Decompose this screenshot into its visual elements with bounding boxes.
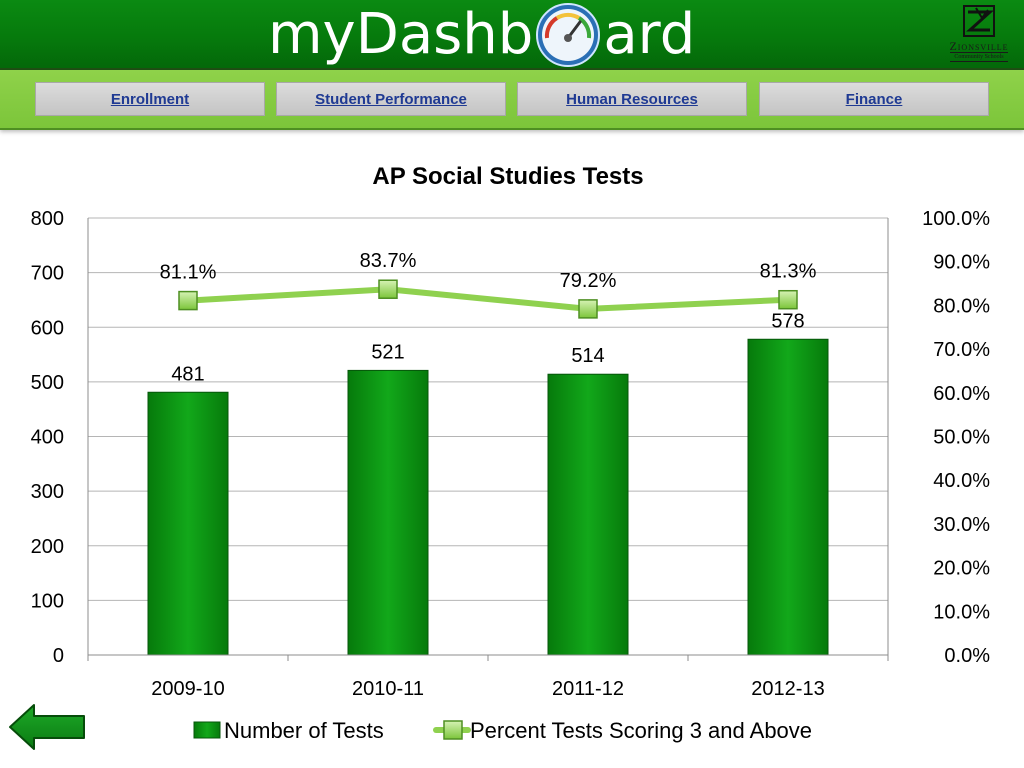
nav-enrollment[interactable]: Enrollment	[35, 82, 265, 116]
y-tick-label: 100	[31, 590, 64, 612]
legend-marker-swatch	[443, 720, 463, 740]
dashboard-logo: myDashb ard	[268, 0, 695, 70]
nav-finance[interactable]: Finance	[759, 82, 989, 116]
line-data-label: 81.1%	[160, 262, 217, 284]
line-data-label: 83.7%	[360, 250, 417, 272]
bar-data-label: 481	[171, 363, 204, 385]
legend-bar-swatch	[193, 721, 221, 739]
nav-label[interactable]: Student Performance	[315, 90, 467, 108]
back-arrow-icon[interactable]	[8, 703, 86, 751]
y2-tick-label: 50.0%	[933, 427, 990, 449]
nav-label[interactable]: Finance	[845, 90, 903, 108]
x-tick-label: 2011-12	[552, 678, 624, 700]
legend-label: Number of Tests	[224, 718, 384, 743]
line-data-label: 79.2%	[560, 270, 617, 292]
y-tick-label: 800	[31, 208, 64, 230]
bar-data-label: 578	[771, 310, 804, 332]
y-tick-label: 500	[31, 372, 64, 394]
brand-subtitle: Community Schools	[950, 52, 1008, 62]
y2-tick-label: 10.0%	[933, 601, 990, 623]
chart-title: AP Social Studies Tests	[372, 163, 643, 190]
bar	[147, 391, 229, 656]
line-series-path	[187, 286, 789, 312]
bar	[747, 338, 829, 656]
brand-name: Zionsville	[949, 39, 1009, 53]
y2-tick-label: 60.0%	[933, 383, 990, 405]
nav-label[interactable]: Human Resources	[566, 90, 698, 108]
y2-tick-label: 40.0%	[933, 470, 990, 492]
y2-tick-label: 30.0%	[933, 514, 990, 536]
bar-data-label: 521	[371, 341, 404, 363]
logo-text-suffix: ard	[603, 2, 696, 67]
line-data-label: 81.3%	[760, 261, 817, 283]
main-nav: Enrollment Student Performance Human Res…	[0, 70, 1024, 130]
x-tick-label: 2012-13	[751, 678, 824, 700]
x-tick-label: 2010-11	[352, 678, 424, 700]
legend-label: Percent Tests Scoring 3 and Above	[470, 718, 812, 743]
line-point-marker	[778, 289, 798, 310]
nav-label[interactable]: Enrollment	[110, 90, 190, 108]
y-tick-label: 600	[31, 317, 64, 339]
line-point-marker	[578, 299, 598, 319]
ap-social-studies-chart: AP Social Studies Tests 0 100 200 300 400 500…	[31, 163, 991, 743]
x-tick-label: 2009-10	[151, 678, 224, 700]
line-point-marker	[178, 290, 198, 311]
bar-data-label: 514	[571, 345, 604, 367]
y2-tick-label: 100.0%	[922, 208, 990, 230]
y-tick-label: 0	[53, 645, 64, 667]
district-brand: Zionsville Community Schools	[938, 4, 1020, 66]
bar	[347, 369, 429, 656]
logo-text-prefix: myDashb	[268, 2, 534, 67]
y-tick-label: 700	[31, 263, 64, 285]
bar	[547, 373, 629, 656]
zionsville-emblem-icon	[963, 5, 995, 37]
line-point-marker	[378, 279, 398, 299]
speedometer-gauge-icon	[536, 3, 601, 67]
y2-tick-label: 0.0%	[944, 645, 990, 667]
y2-tick-label: 80.0%	[933, 295, 990, 317]
y-tick-label: 200	[31, 536, 64, 558]
y2-tick-label: 70.0%	[933, 339, 990, 361]
nav-human-resources[interactable]: Human Resources	[517, 82, 747, 116]
y-tick-label: 300	[31, 481, 64, 503]
y-tick-label: 400	[31, 427, 64, 449]
y2-tick-label: 20.0%	[933, 558, 990, 580]
nav-student-performance[interactable]: Student Performance	[276, 82, 506, 116]
y2-tick-label: 90.0%	[933, 252, 990, 274]
header-bar: myDashb ard Zionsville Community Schools	[0, 0, 1024, 70]
